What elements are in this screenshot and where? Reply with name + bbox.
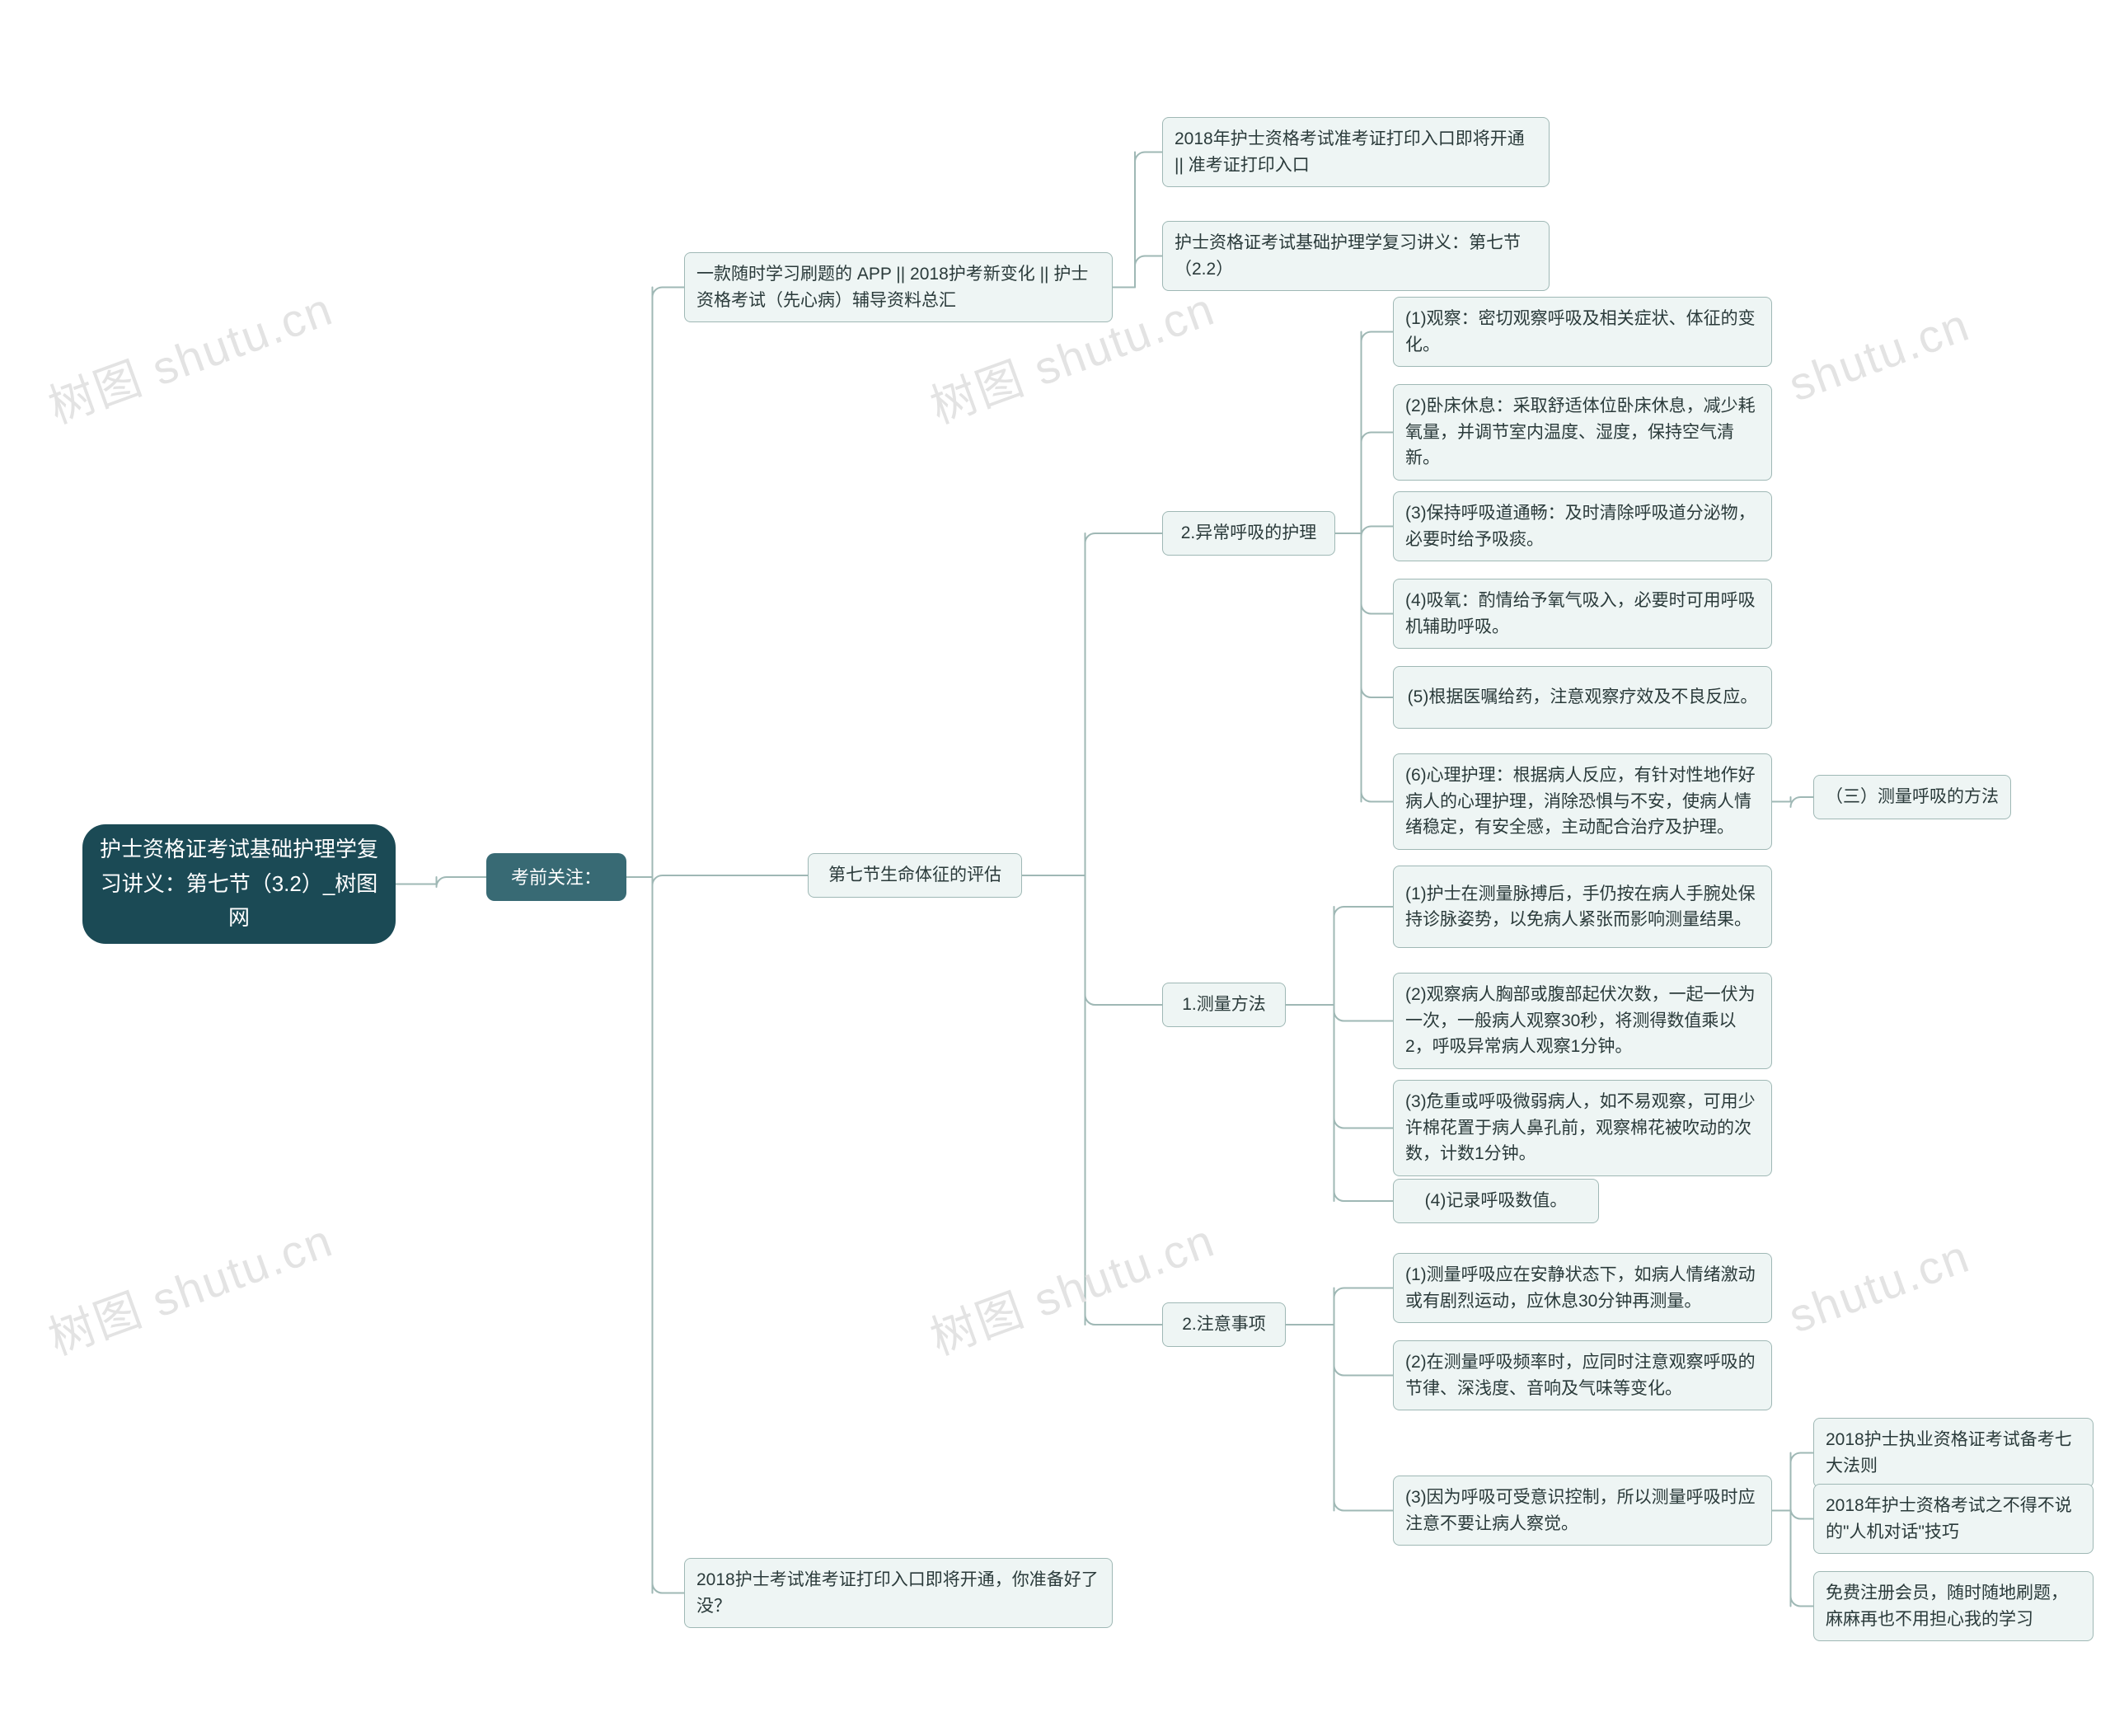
node-label: (1)测量呼吸应在安静状态下，如病人情绪激动或有剧烈运动，应休息30分钟再测量。 [1405,1262,1760,1314]
node-label: 2.异常呼吸的护理 [1181,520,1317,547]
node-c1_6a: （三）测量呼吸的方法 [1813,775,2011,819]
node-c3: 2.注意事项 [1162,1302,1286,1347]
node-c3_3: (3)因为呼吸可受意识控制，所以测量呼吸时应注意不要让病人察觉。 [1393,1476,1772,1546]
node-label: (5)根据医嘱给药，注意观察疗效及不良反应。 [1408,684,1758,711]
node-label: 第七节生命体征的评估 [828,862,1001,889]
node-b1a: 2018年护士资格考试准考证打印入口即将开通 || 准考证打印入口 [1162,117,1550,187]
node-label: 免费注册会员，随时随地刷题，麻麻再也不用担心我的学习 [1826,1580,2081,1632]
node-label: 考前关注： [511,864,602,891]
node-b3: 2018护士考试准考证打印入口即将开通，你准备好了没？ [684,1558,1113,1628]
node-label: 2018年护士资格考试准考证打印入口即将开通 || 准考证打印入口 [1175,126,1537,178]
node-hub: 考前关注： [486,853,626,901]
node-label: (1)护士在测量脉搏后，手仍按在病人手腕处保持诊脉姿势，以免病人紧张而影响测量结… [1405,881,1760,933]
node-c1_4: (4)吸氧：酌情给予氧气吸入，必要时可用呼吸机辅助呼吸。 [1393,579,1772,649]
node-b2: 第七节生命体征的评估 [808,853,1022,898]
node-label: (2)在测量呼吸频率时，应同时注意观察呼吸的节律、深浅度、音响及气味等变化。 [1405,1349,1760,1401]
node-label: 2018护士考试准考证打印入口即将开通，你准备好了没？ [696,1567,1100,1619]
node-label: (4)记录呼吸数值。 [1425,1188,1568,1214]
node-label: 护士资格证考试基础护理学复习讲义：第七节（2.2） [1175,230,1537,282]
node-c2_3: (3)危重或呼吸微弱病人，如不易观察，可用少许棉花置于病人鼻孔前，观察棉花被吹动… [1393,1080,1772,1176]
node-c3_1: (1)测量呼吸应在安静状态下，如病人情绪激动或有剧烈运动，应休息30分钟再测量。 [1393,1253,1772,1323]
node-c1_5: (5)根据医嘱给药，注意观察疗效及不良反应。 [1393,666,1772,729]
node-label: 2018护士执业资格证考试备考七大法则 [1826,1427,2081,1479]
node-c3_3c: 免费注册会员，随时随地刷题，麻麻再也不用担心我的学习 [1813,1571,2094,1641]
node-c1: 2.异常呼吸的护理 [1162,511,1335,556]
node-c1_1: (1)观察：密切观察呼吸及相关症状、体征的变化。 [1393,297,1772,367]
node-c2_2: (2)观察病人胸部或腹部起伏次数，一起一伏为一次，一般病人观察30秒，将测得数值… [1393,973,1772,1069]
node-label: 2.注意事项 [1182,1311,1266,1338]
node-label: (3)因为呼吸可受意识控制，所以测量呼吸时应注意不要让病人察觉。 [1405,1485,1760,1537]
node-c2: 1.测量方法 [1162,983,1286,1027]
node-c2_1: (1)护士在测量脉搏后，手仍按在病人手腕处保持诊脉姿势，以免病人紧张而影响测量结… [1393,866,1772,948]
node-c1_3: (3)保持呼吸道通畅：及时清除呼吸道分泌物，必要时给予吸痰。 [1393,491,1772,561]
node-label: 2018年护士资格考试之不得不说的"人机对话"技巧 [1826,1493,2081,1545]
node-b1: 一款随时学习刷题的 APP || 2018护考新变化 || 护士资格考试（先心病… [684,252,1113,322]
node-label: 一款随时学习刷题的 APP || 2018护考新变化 || 护士资格考试（先心病… [696,261,1100,313]
node-c3_3a: 2018护士执业资格证考试备考七大法则 [1813,1418,2094,1488]
node-label: 1.测量方法 [1182,992,1266,1018]
node-label: （三）测量呼吸的方法 [1826,784,1999,810]
node-c3_2: (2)在测量呼吸频率时，应同时注意观察呼吸的节律、深浅度、音响及气味等变化。 [1393,1340,1772,1410]
node-c2_4: (4)记录呼吸数值。 [1393,1179,1599,1223]
node-c3_3b: 2018年护士资格考试之不得不说的"人机对话"技巧 [1813,1484,2094,1554]
node-label: (3)保持呼吸道通畅：及时清除呼吸道分泌物，必要时给予吸痰。 [1405,500,1760,552]
node-c1_6: (6)心理护理：根据病人反应，有针对性地作好病人的心理护理，消除恐惧与不安，使病… [1393,753,1772,850]
node-label: (2)观察病人胸部或腹部起伏次数，一起一伏为一次，一般病人观察30秒，将测得数值… [1405,982,1760,1060]
node-label: (4)吸氧：酌情给予氧气吸入，必要时可用呼吸机辅助呼吸。 [1405,588,1760,640]
node-label: (2)卧床休息：采取舒适体位卧床休息，减少耗氧量，并调节室内温度、湿度，保持空气… [1405,393,1760,472]
node-label: 护士资格证考试基础护理学复习讲义：第七节（3.2）_树图网 [94,833,384,936]
node-b1b: 护士资格证考试基础护理学复习讲义：第七节（2.2） [1162,221,1550,291]
node-label: (1)观察：密切观察呼吸及相关症状、体征的变化。 [1405,306,1760,358]
node-c1_2: (2)卧床休息：采取舒适体位卧床休息，减少耗氧量，并调节室内温度、湿度，保持空气… [1393,384,1772,481]
node-label: (6)心理护理：根据病人反应，有针对性地作好病人的心理护理，消除恐惧与不安，使病… [1405,762,1760,841]
node-label: (3)危重或呼吸微弱病人，如不易观察，可用少许棉花置于病人鼻孔前，观察棉花被吹动… [1405,1089,1760,1167]
node-root: 护士资格证考试基础护理学复习讲义：第七节（3.2）_树图网 [82,824,396,944]
